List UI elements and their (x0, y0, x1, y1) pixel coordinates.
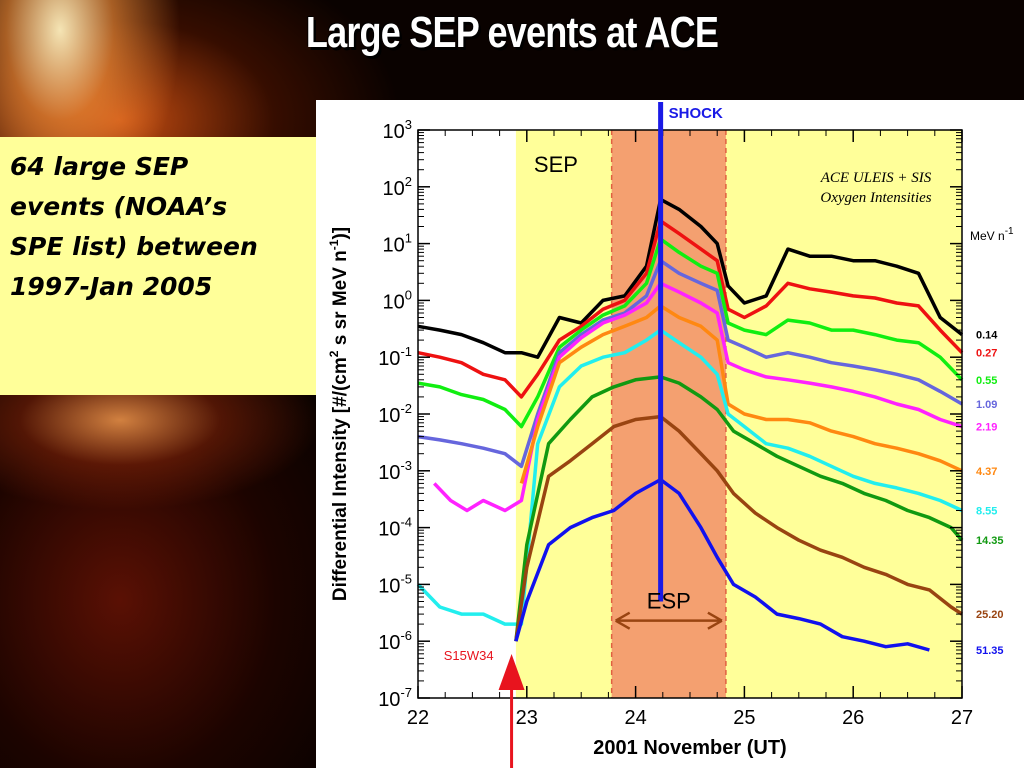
series-label-0-27: 0.27 (976, 348, 997, 360)
y-tick-base: 10 (383, 178, 405, 200)
y-tick-exponent: -2 (400, 401, 412, 416)
y-tick-base: 10 (378, 519, 400, 541)
y-tick-exponent: 3 (405, 117, 412, 132)
series-label-0-55: 0.55 (976, 375, 997, 387)
note-line-2: events (NOAA’s (10, 192, 228, 221)
x-tick-label: 26 (842, 707, 864, 729)
legend-title-base: MeV n (970, 229, 1005, 243)
y-tick-label: 10-6 (378, 628, 412, 654)
y-axis-label-part: Differential Intensity [#/(cm (330, 357, 351, 601)
sep-region-label: SEP (534, 152, 578, 177)
x-axis-label: 2001 November (UT) (593, 737, 786, 759)
series-label-2-19: 2.19 (976, 422, 997, 434)
y-tick-label: 10-7 (378, 685, 412, 711)
note-line-1: 64 large SEP (10, 152, 189, 181)
series-line-0-27 (417, 219, 964, 399)
series-line-8-55 (416, 328, 963, 626)
y-tick-exponent: -7 (400, 685, 412, 700)
y-axis-label-part: )] (330, 227, 351, 240)
series-line-2-19 (433, 281, 963, 513)
legend-title-exponent: -1 (1005, 226, 1014, 237)
y-tick-exponent: -6 (400, 628, 412, 643)
series-line-14-35 (514, 375, 964, 642)
series-label-1-09: 1.09 (976, 399, 997, 411)
sep-region (515, 130, 962, 698)
y-axis-label: Differential Intensity [#/(cm2 s sr MeV … (327, 227, 351, 601)
note-line-3: SPE list) between (10, 232, 258, 261)
x-tick-label: 25 (733, 707, 755, 729)
y-axis-label-part: -1 (327, 239, 341, 250)
y-tick-exponent: -5 (400, 571, 412, 586)
slide-title: Large SEP events at ACE (305, 8, 719, 57)
y-tick-exponent: -3 (400, 458, 412, 473)
y-tick-exponent: 0 (405, 287, 412, 302)
series-label-51-35: 51.35 (976, 645, 1004, 657)
y-tick-label: 10-1 (378, 344, 412, 370)
series-line-0-14 (417, 197, 964, 359)
x-tick-label: 22 (407, 707, 429, 729)
y-tick-exponent: 1 (405, 231, 412, 246)
y-axis-label-part: s sr MeV n (330, 250, 351, 350)
series-label-14-35: 14.35 (976, 535, 1004, 547)
y-tick-label: 10-5 (378, 571, 412, 597)
y-tick-label: 102 (383, 174, 412, 200)
series-line-4-37 (519, 304, 963, 484)
inset-title-line-2: Oxygen Intensities (820, 190, 931, 206)
y-tick-exponent: 2 (405, 174, 412, 189)
y-tick-label: 10-4 (378, 515, 412, 541)
y-tick-exponent: -4 (400, 515, 412, 530)
legend-title: MeV n-1 (970, 226, 1014, 243)
series-label-4-37: 4.37 (976, 466, 997, 478)
y-tick-label: 100 (383, 287, 412, 313)
y-tick-exponent: -1 (400, 344, 412, 359)
x-tick-label: 23 (516, 707, 538, 729)
y-tick-base: 10 (378, 348, 400, 370)
y-tick-base: 10 (383, 235, 405, 257)
series-label-25-20: 25.20 (976, 609, 1004, 621)
esp-arrow-left-head (615, 611, 631, 630)
esp-arrow-right-head (707, 611, 723, 630)
series-line-0-55 (417, 237, 964, 429)
chart-panel: SEP 0.14 0.27 0.55 1.09 2.19 4.37 8.55 14.35 25.… (316, 100, 1024, 768)
inset-title-line-1: ACE ULEIS + SIS (820, 170, 932, 186)
y-tick-base: 10 (378, 632, 400, 654)
y-tick-base: 10 (378, 689, 400, 711)
y-tick-base: 10 (378, 575, 400, 597)
shock-label: SHOCK (669, 105, 723, 122)
y-tick-label: 103 (383, 117, 412, 143)
series-label-0-14: 0.14 (976, 330, 998, 342)
y-tick-label: 101 (383, 231, 412, 257)
series-line-25-20 (514, 414, 963, 642)
y-tick-base: 10 (378, 462, 400, 484)
series-line-1-09 (417, 258, 963, 469)
note-line-4: 1997-Jan 2005 (10, 272, 213, 301)
x-tick-label: 24 (624, 707, 646, 729)
flare-location-label: S15W34 (444, 648, 494, 663)
note-box: 64 large SEP events (NOAA’s SPE list) be… (0, 137, 316, 395)
y-tick-label: 10-3 (378, 458, 412, 484)
y-tick-label: 10-2 (378, 401, 412, 427)
series-line-51-35 (514, 477, 930, 652)
y-tick-base: 10 (378, 405, 400, 427)
x-tick-label: 27 (951, 707, 973, 729)
sep-intensity-chart: SEP 0.14 0.27 0.55 1.09 2.19 4.37 8.55 14.35 25.… (327, 102, 1014, 768)
y-tick-base: 10 (383, 121, 405, 143)
flare-arrow-head (498, 654, 525, 690)
series-label-8-55: 8.55 (976, 506, 997, 518)
y-axis-label-part: 2 (327, 350, 341, 357)
y-tick-base: 10 (383, 291, 405, 313)
esp-region-label: ESP (647, 589, 691, 614)
